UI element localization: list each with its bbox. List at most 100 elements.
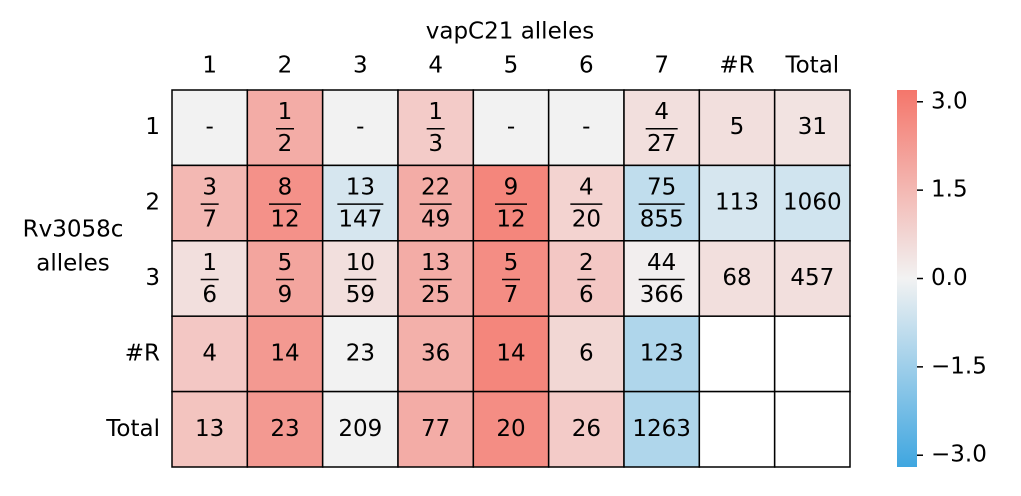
cell-label: 1263 bbox=[632, 416, 691, 442]
chart-title: vapC21 alleles bbox=[426, 19, 595, 45]
cell-label: 6 bbox=[579, 340, 594, 366]
cell-label: 36 bbox=[421, 340, 450, 366]
cell-label: 14 bbox=[496, 340, 525, 366]
x-tick-label: 2 bbox=[278, 53, 293, 79]
cell bbox=[321, 390, 399, 468]
cell-label: - bbox=[507, 114, 515, 140]
x-tick-label: Total bbox=[784, 53, 839, 79]
cell bbox=[698, 89, 776, 167]
cell bbox=[472, 164, 550, 242]
cell-label: 5 bbox=[730, 114, 745, 140]
colorbar-tick-label: −3.0 bbox=[931, 442, 987, 468]
x-tick-label: #R bbox=[719, 53, 754, 79]
cell-numerator: 5 bbox=[278, 250, 293, 276]
cell-denominator: 59 bbox=[346, 282, 375, 308]
cell bbox=[623, 390, 701, 468]
cell-denominator: 7 bbox=[504, 282, 519, 308]
cell bbox=[246, 240, 324, 317]
colorbar-tick-label: 3.0 bbox=[931, 88, 968, 114]
cell-denominator: 49 bbox=[421, 207, 450, 233]
cell-numerator: 22 bbox=[421, 175, 450, 201]
cell-label: 13 bbox=[195, 416, 224, 442]
cell-label: 209 bbox=[338, 416, 382, 442]
cell-numerator: 4 bbox=[579, 175, 594, 201]
cell bbox=[472, 315, 550, 393]
cell-label: 457 bbox=[790, 265, 834, 291]
cell bbox=[773, 315, 851, 393]
cell-denominator: 9 bbox=[278, 282, 293, 308]
cell-numerator: 9 bbox=[504, 175, 519, 201]
y-tick-label: 1 bbox=[145, 114, 160, 140]
y-label: Rv3058c bbox=[23, 217, 124, 243]
cell-label: 26 bbox=[572, 416, 601, 442]
cell bbox=[547, 240, 625, 317]
cell-numerator: 13 bbox=[346, 175, 375, 201]
x-tick-label: 5 bbox=[504, 53, 519, 79]
cell bbox=[397, 164, 475, 242]
cell-label: - bbox=[356, 114, 364, 140]
x-tick-label: 6 bbox=[579, 53, 594, 79]
cell-label: 23 bbox=[346, 340, 375, 366]
cell bbox=[246, 164, 324, 242]
cell bbox=[623, 315, 701, 393]
cell bbox=[547, 89, 625, 167]
cell-denominator: 366 bbox=[640, 282, 684, 308]
cell bbox=[547, 390, 625, 468]
cell-denominator: 7 bbox=[202, 207, 217, 233]
cell bbox=[623, 164, 701, 242]
cell bbox=[246, 89, 324, 167]
cell-denominator: 855 bbox=[640, 207, 684, 233]
cell-label: 4 bbox=[202, 340, 217, 366]
cell bbox=[397, 390, 475, 468]
cell bbox=[472, 390, 550, 468]
cell-denominator: 12 bbox=[270, 207, 299, 233]
y-tick-label: Total bbox=[105, 416, 160, 442]
cell-denominator: 147 bbox=[338, 207, 382, 233]
cell-denominator: 12 bbox=[496, 207, 525, 233]
cell-label: 31 bbox=[798, 114, 827, 140]
cell-label: 23 bbox=[270, 416, 299, 442]
cell-denominator: 27 bbox=[647, 131, 676, 157]
x-tick-label: 4 bbox=[428, 53, 443, 79]
cell-numerator: 5 bbox=[504, 250, 519, 276]
cell-numerator: 75 bbox=[647, 175, 676, 201]
cell bbox=[171, 164, 249, 242]
cell-denominator: 6 bbox=[202, 282, 217, 308]
cell-numerator: 10 bbox=[346, 250, 375, 276]
cell-label: 1060 bbox=[783, 190, 842, 216]
cell-label: 14 bbox=[270, 340, 299, 366]
cell bbox=[698, 240, 776, 317]
cell-numerator: 13 bbox=[421, 250, 450, 276]
y-tick-label: #R bbox=[125, 340, 160, 366]
cell-numerator: 1 bbox=[278, 99, 293, 125]
cell bbox=[773, 89, 851, 167]
cell-label: 123 bbox=[640, 340, 684, 366]
cell bbox=[698, 315, 776, 393]
colorbar bbox=[897, 90, 917, 467]
cell-denominator: 20 bbox=[572, 207, 601, 233]
cell-label: 20 bbox=[496, 416, 525, 442]
cell-denominator: 6 bbox=[579, 282, 594, 308]
cell-numerator: 44 bbox=[647, 250, 676, 276]
cell-label: - bbox=[206, 114, 214, 140]
x-tick-label: 3 bbox=[353, 53, 368, 79]
cell-label: 68 bbox=[722, 265, 751, 291]
cell bbox=[773, 390, 851, 468]
x-tick-label: 7 bbox=[654, 53, 669, 79]
y-label: alleles bbox=[36, 251, 110, 277]
cell bbox=[171, 89, 249, 167]
cell bbox=[171, 240, 249, 317]
y-tick-label: 3 bbox=[145, 265, 160, 291]
colorbar-tick-label: −1.5 bbox=[931, 353, 987, 379]
cell-denominator: 3 bbox=[428, 131, 443, 157]
colorbar-tick-label: 0.0 bbox=[931, 265, 968, 291]
cell-numerator: 2 bbox=[579, 250, 594, 276]
cell-denominator: 2 bbox=[278, 131, 293, 157]
cell bbox=[171, 390, 249, 468]
cell bbox=[698, 390, 776, 468]
cell bbox=[246, 390, 324, 468]
cell bbox=[472, 240, 550, 317]
cell-label: - bbox=[582, 114, 590, 140]
y-tick-label: 2 bbox=[145, 190, 160, 216]
